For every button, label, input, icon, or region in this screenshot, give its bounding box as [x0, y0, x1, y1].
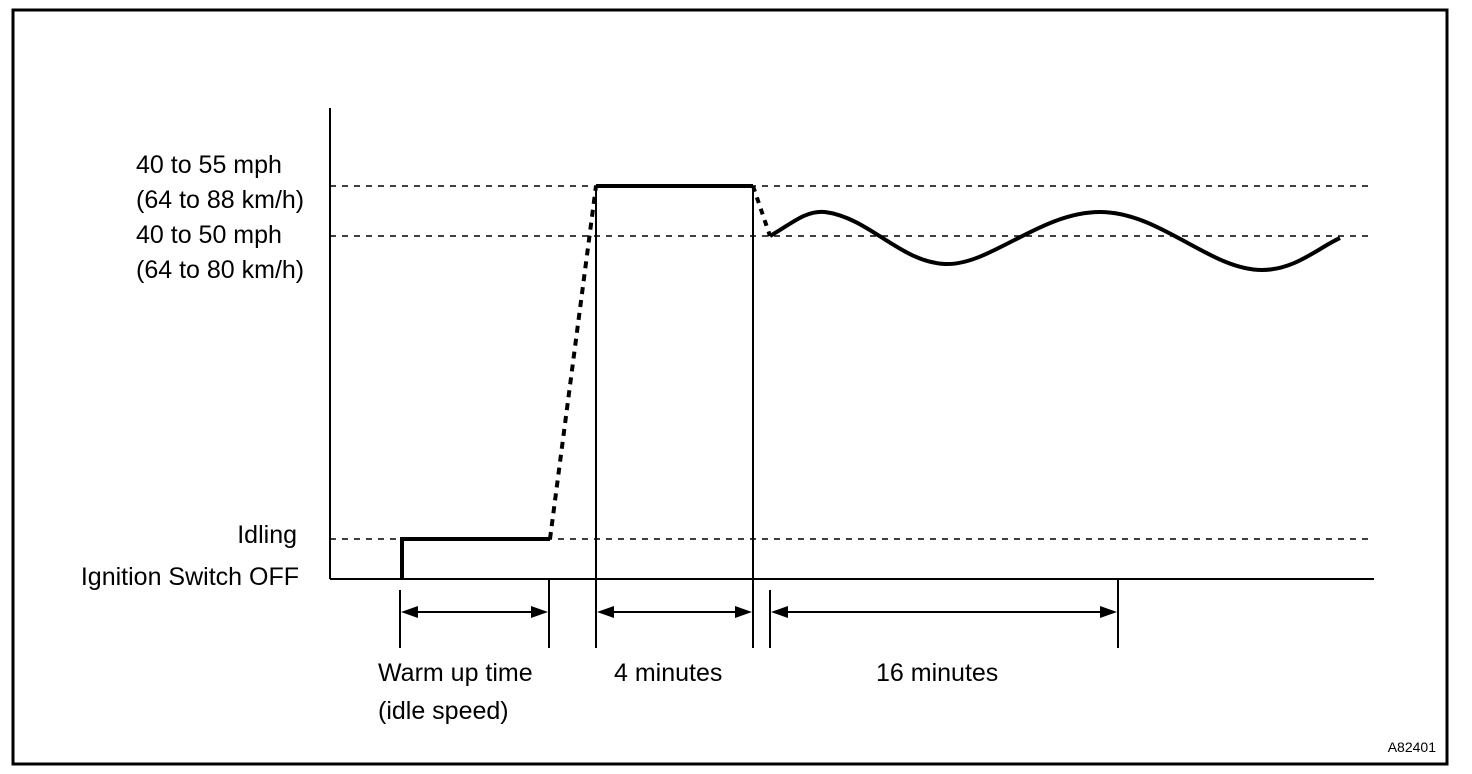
- speed-low-label-mph: 40 to 50 mph: [136, 221, 282, 249]
- deceleration-ramp: [751, 185, 772, 237]
- speed-high-label-mph: 40 to 55 mph: [136, 151, 282, 179]
- speed-low-label-kmh: (64 to 80 km/h): [136, 256, 304, 284]
- ignition-on-step: [400, 537, 550, 579]
- sixteen-minutes-label: 16 minutes: [876, 659, 998, 687]
- acceleration-ramp: [548, 185, 598, 540]
- warmup-time-label: Warm up time: [378, 659, 533, 687]
- sixteen-minute-interval-arrow: [771, 606, 1117, 618]
- varying-speed-wave: [769, 209, 1341, 273]
- ignition-off-label: Ignition Switch OFF: [81, 563, 299, 591]
- figure-frame: [11, 8, 1449, 766]
- figure-id: A82401: [1388, 739, 1436, 755]
- four-minute-interval-arrow: [597, 606, 752, 618]
- four-minutes-label: 4 minutes: [614, 659, 722, 687]
- idle-speed-label: (idle speed): [378, 697, 509, 725]
- warmup-interval-arrow: [401, 606, 548, 618]
- speed-high-label-kmh: (64 to 88 km/h): [136, 186, 304, 214]
- idling-label: Idling: [237, 521, 297, 549]
